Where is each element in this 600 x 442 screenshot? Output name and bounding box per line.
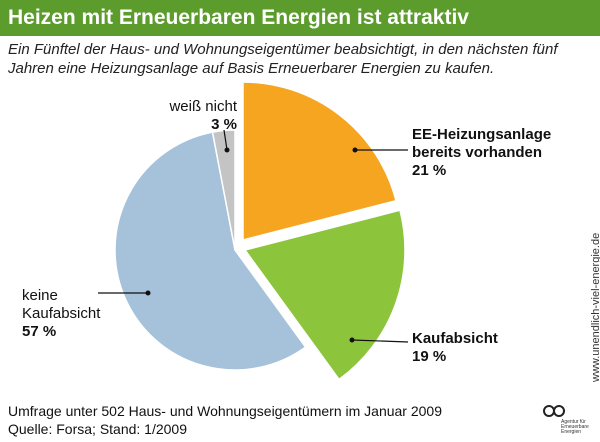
leader-dot: [349, 337, 355, 343]
category-name: Kaufabsicht: [412, 330, 498, 347]
slice-label: Kaufabsicht 19 %: [412, 330, 532, 366]
value-label: 19 %: [412, 348, 447, 365]
category-name: weiß nicht: [169, 98, 237, 115]
leader-line: [351, 339, 409, 343]
pie-slice: [242, 81, 397, 241]
category-name: EE-Heizungsanlage bereits vorhanden: [412, 126, 552, 161]
value-label: 21 %: [412, 162, 447, 179]
logo-text: Agentur für Erneuerbare Energien: [561, 419, 589, 435]
chart-subtitle: Ein Fünftel der Haus- und Wohnungseigent…: [8, 41, 558, 77]
value-label: 3 %: [211, 116, 237, 133]
pie-slice: [114, 131, 307, 371]
slice-label: keine Kaufabsicht 57 %: [22, 287, 132, 341]
logo-mark: [543, 405, 565, 417]
leader-dot: [145, 290, 151, 296]
category-name: keine Kaufabsicht: [22, 287, 101, 322]
leader-dot: [352, 147, 358, 153]
slice-label: EE-Heizungsanlage bereits vorhanden 21 %: [412, 126, 562, 180]
leader-line: [223, 129, 228, 151]
title-bar: [0, 0, 600, 36]
slice-label: weiß nicht 3 %: [152, 98, 237, 134]
pie-slice: [243, 209, 406, 381]
source-line: Quelle: Forsa; Stand: 1/2009: [8, 421, 187, 437]
source-line: Umfrage unter 502 Haus- und Wohnungseige…: [8, 403, 442, 419]
website: www.unendlich-viel-energie.de: [590, 232, 600, 382]
chart-title: Heizen mit Erneuerbaren Energien ist att…: [8, 6, 469, 29]
value-label: 57 %: [22, 323, 57, 340]
leader-dot: [224, 147, 230, 153]
